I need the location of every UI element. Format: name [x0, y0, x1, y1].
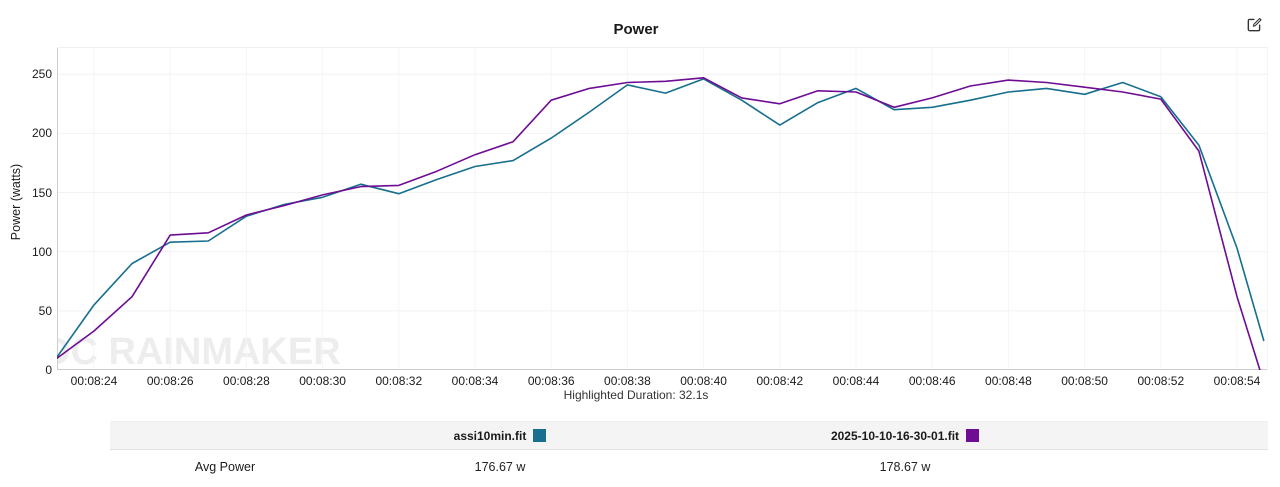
avg-power-row: Avg Power 176.67 w 178.67 w: [110, 450, 1268, 484]
watermark: DC RAINMAKER: [57, 331, 341, 370]
x-tick-label: 00:08:30: [299, 374, 346, 388]
x-tick-label: 00:08:28: [223, 374, 270, 388]
x-tick-label: 00:08:52: [1137, 374, 1185, 388]
x-tick-label: 00:08:32: [375, 374, 423, 388]
legend-header-row: assi10min.fit 2025-10-10-16-30-01.fit: [110, 421, 1268, 450]
avg-power-label: Avg Power: [194, 460, 256, 474]
edit-icon[interactable]: [1245, 16, 1263, 34]
plot-area[interactable]: DC RAINMAKER: [57, 47, 1268, 370]
summary-table: assi10min.fit 2025-10-10-16-30-01.fit Av…: [110, 421, 1268, 484]
x-tick-label: 00:08:26: [146, 374, 194, 388]
edit-compose-icon: [1247, 18, 1262, 32]
legend-file-2[interactable]: 2025-10-10-16-30-01.fit: [660, 427, 1150, 445]
y-tick-label: 200: [31, 126, 52, 141]
x-tick-label: 00:08:46: [908, 374, 956, 388]
legend-file-1-swatch[interactable]: [533, 429, 547, 442]
series-line: [57, 78, 1265, 358]
legend-file-1[interactable]: assi10min.fit: [340, 427, 660, 445]
power-chart-canvas: [57, 47, 1268, 370]
avg-power-value-2: 178.67 w: [879, 460, 931, 474]
y-tick-label: 0: [45, 363, 52, 377]
x-tick-label: 00:08:42: [756, 374, 804, 388]
x-tick-label: 00:08:24: [70, 374, 118, 388]
x-tick-label: 00:08:50: [1061, 374, 1108, 388]
series-line: [57, 76, 1261, 370]
x-tick-label: 00:08:36: [527, 374, 575, 388]
legend-file-2-swatch[interactable]: [966, 429, 980, 442]
avg-power-value-1: 176.67 w: [474, 460, 526, 474]
x-tick-label: 00:08:44: [832, 374, 880, 388]
chart-title: Power: [613, 21, 659, 38]
legend-file-1-label: assi10min.fit: [453, 428, 527, 443]
x-tick-label: 00:08:38: [604, 374, 651, 388]
y-tick-label: 100: [31, 244, 52, 259]
y-tick-label: 250: [31, 67, 52, 82]
x-tick-label: 00:08:54: [1213, 374, 1261, 388]
highlighted-duration-note: Highlighted Duration: 32.1s: [563, 388, 709, 402]
x-tick-label: 00:08:40: [680, 374, 727, 388]
y-tick-label: 50: [38, 303, 52, 318]
y-tick-label: 150: [31, 185, 52, 200]
x-tick-label: 00:08:48: [985, 374, 1032, 388]
x-tick-label: 00:08:34: [451, 374, 499, 388]
legend-file-2-label: 2025-10-10-16-30-01.fit: [830, 428, 960, 443]
